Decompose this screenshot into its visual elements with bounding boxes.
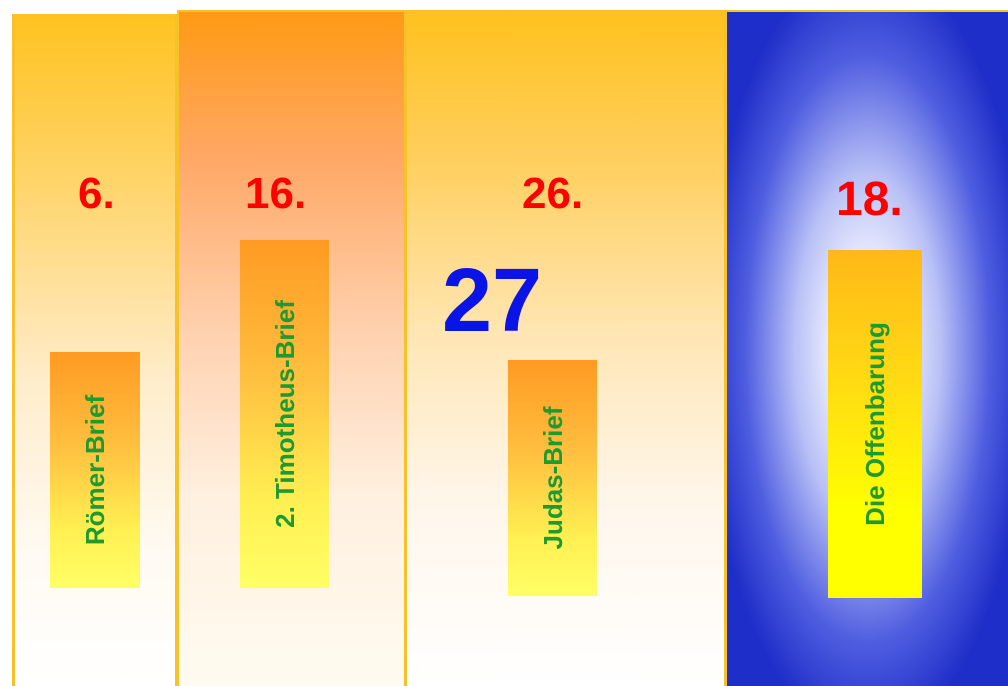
book-title-offenbarung: Die Offenbarung (860, 322, 890, 526)
book-title-roemer: Römer-Brief (80, 394, 110, 546)
book-number-offenbarung: 18. (836, 173, 903, 226)
book-title-judas: Judas-Brief (537, 406, 568, 550)
book-number-timotheus: 16. (245, 169, 307, 218)
book-label-timotheus: 2. Timotheus-Brief (240, 240, 329, 588)
book-number-judas: 26. (522, 169, 584, 218)
book-title-timotheus: 2. Timotheus-Brief (269, 300, 300, 528)
book-number-roemer: 6. (78, 169, 115, 218)
book-label-roemer: Römer-Brief (50, 352, 140, 588)
book-label-offenbarung: Die Offenbarung (828, 250, 922, 598)
book-label-judas: Judas-Brief (508, 360, 597, 596)
total-books-count: 27 (442, 251, 543, 351)
